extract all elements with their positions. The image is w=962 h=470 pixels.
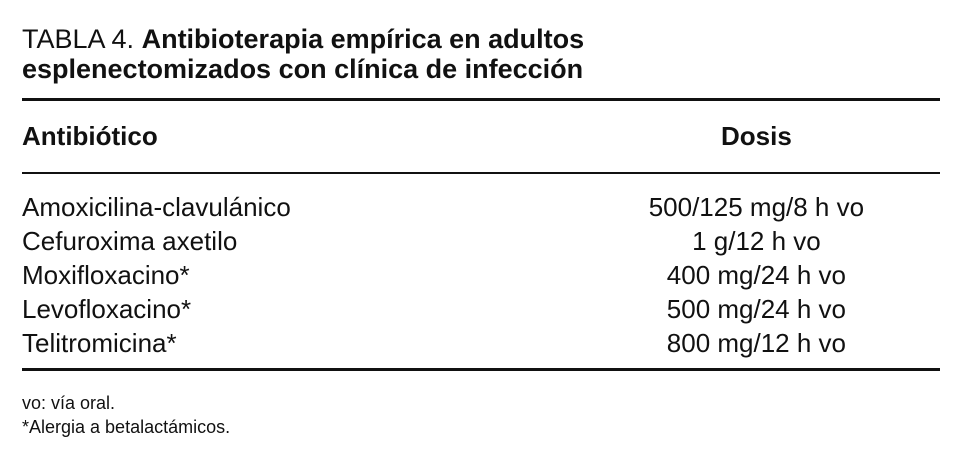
column-header: Dosis [721,121,792,151]
table-title: Antibioterapia empírica en adultos esple… [22,24,585,84]
antibiotic: Levofloxacino* [22,294,192,324]
dose: 400 mg/24 h vo [666,260,847,290]
antibiotic: Telitromicina* [22,328,177,358]
bottom-rule [22,368,940,371]
table-label: TABLA 4. [22,24,135,54]
table-body: Amoxicilina-clavulánico 500/125 mg/8 h vo… [22,173,940,360]
table-row: Moxifloxacino* 400 mg/24 h vo [22,258,940,292]
antibiotic: Amoxicilina-clavulánico [22,192,291,222]
table-row: Amoxicilina-clavulánico 500/125 mg/8 h vo [22,173,940,224]
dose: 800 mg/12 h vo [666,328,847,358]
table-row: Cefuroxima axetilo 1 g/12 h vo [22,224,940,258]
dose: 500/125 mg/8 h vo [648,192,865,222]
table: Antibiótico Dosis Amoxicilina-clavulánic… [22,101,940,360]
antibiotic: Moxifloxacino* [22,260,190,290]
footnote: vo: vía oral. [22,393,116,413]
antibiotic: Cefuroxima axetilo [22,226,238,256]
footnote: *Alergia a betalactámicos. [22,417,231,437]
table-row: Telitromicina* 800 mg/12 h vo [22,326,940,360]
table-figure: TABLA 4. Antibioterapia empírica en adul… [22,24,940,439]
table-row: Levofloxacino* 500 mg/24 h vo [22,292,940,326]
header-row: Antibiótico Dosis [22,101,940,173]
dose: 1 g/12 h vo [692,226,821,256]
top-rule [22,98,940,101]
title: TABLA 4. Antibioterapia empírica en adul… [22,24,722,84]
column-header: Antibiótico [22,121,158,151]
dose: 500 mg/24 h vo [666,294,847,324]
footnotes: vo: vía oral. *Alergia a betalactámicos. [22,391,940,439]
